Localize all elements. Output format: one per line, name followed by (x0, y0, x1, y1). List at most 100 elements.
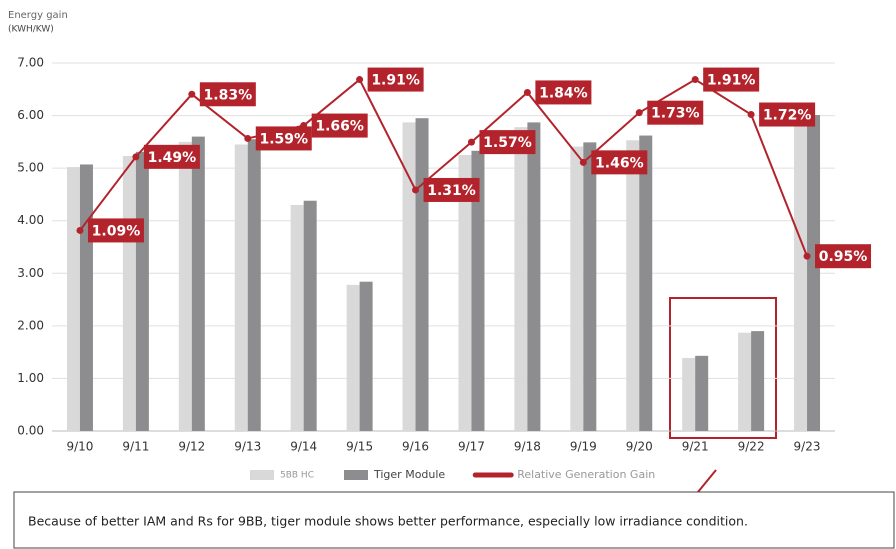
point (635, 109, 643, 117)
data-label: 1.83% (204, 87, 253, 103)
bar (639, 135, 653, 431)
data-label-box (423, 177, 480, 202)
data-label: 1.84% (539, 85, 588, 101)
point (691, 76, 699, 84)
x-tick-label: 9/23 (794, 440, 821, 454)
bar (122, 156, 136, 431)
x-tick-label: 9/11 (122, 440, 149, 454)
x-tick-label: 9/18 (514, 440, 541, 454)
x-tick-label: 9/17 (458, 440, 485, 454)
data-label-box (759, 102, 816, 127)
data-label-box (255, 126, 312, 151)
x-tick-label: 9/20 (626, 440, 653, 454)
x-tick-label: 9/19 (570, 440, 597, 454)
data-label: 0.95% (819, 249, 868, 265)
legend-swatch (344, 470, 368, 480)
data-label-box (647, 100, 704, 125)
data-label: 1.31% (427, 183, 476, 199)
point (244, 134, 252, 142)
bar (738, 332, 752, 431)
point (188, 90, 196, 98)
y-tick-label: 6.00 (17, 108, 44, 122)
bar (570, 146, 584, 432)
bar (682, 357, 696, 431)
data-label: 1.91% (707, 73, 756, 89)
bar (66, 167, 80, 431)
x-tick-label: 9/16 (402, 440, 429, 454)
bar (79, 164, 93, 431)
bar (583, 142, 597, 431)
bar (402, 122, 416, 432)
x-tick-label: 9/22 (738, 440, 765, 454)
bar (135, 151, 149, 432)
y-tick-label: 1.00 (17, 371, 44, 385)
bar (290, 204, 304, 431)
annotation: Because of better IAM and Rs for 9BB, ti… (28, 514, 748, 529)
x-tick-label: 9/14 (290, 440, 317, 454)
bar (359, 281, 373, 431)
point (747, 111, 755, 119)
data-label: 1.49% (148, 150, 197, 166)
data-label-box (87, 218, 144, 243)
point (523, 88, 531, 96)
point (76, 226, 84, 234)
legend-label: Tiger Module (373, 468, 445, 481)
data-label: 1.59% (259, 131, 308, 147)
highlight-box (669, 297, 777, 439)
legend-label: 5BB HC (280, 471, 314, 481)
point (467, 138, 475, 146)
data-label-box (535, 80, 592, 105)
legend-swatch (250, 470, 274, 480)
y-axis-label: Energy gain (8, 10, 68, 21)
bar (471, 150, 485, 431)
y-tick-label: 0.00 (17, 424, 44, 438)
bar (178, 141, 192, 431)
data-label: 1.73% (651, 106, 700, 122)
data-label: 1.57% (483, 135, 532, 151)
data-label-box (815, 244, 872, 269)
y-tick-label: 4.00 (17, 213, 44, 227)
bar (514, 127, 528, 431)
bar (807, 115, 821, 431)
data-label: 1.91% (371, 73, 420, 89)
data-label-box (311, 113, 368, 138)
data-label-box (199, 82, 256, 107)
data-label: 1.09% (92, 223, 141, 239)
x-tick-label: 9/13 (234, 440, 261, 454)
bar (626, 140, 640, 431)
y-tick-label: 2.00 (17, 318, 44, 332)
bar (303, 200, 317, 431)
data-label: 1.66% (315, 119, 364, 135)
bar (247, 139, 261, 431)
x-tick-label: 9/10 (66, 440, 93, 454)
bar (794, 118, 808, 431)
data-label-box (143, 144, 200, 169)
y-axis-label: (KWH/KW) (8, 25, 54, 35)
data-label: 1.46% (595, 155, 644, 171)
bar (415, 118, 429, 431)
x-tick-label: 9/21 (682, 440, 709, 454)
y-tick-label: 3.00 (17, 266, 44, 280)
x-tick-label: 9/15 (346, 440, 373, 454)
bar (234, 144, 248, 431)
data-label-box (367, 67, 424, 92)
data-label-box (591, 150, 648, 175)
bar (695, 355, 709, 431)
data-label-box (479, 130, 536, 155)
point (412, 186, 420, 194)
bar (458, 155, 472, 431)
data-label: 1.72% (763, 108, 812, 124)
point (803, 252, 811, 260)
bar (751, 331, 765, 431)
data-label-box (703, 67, 760, 92)
bar (191, 136, 205, 431)
bar (527, 122, 541, 432)
point (579, 158, 587, 166)
y-tick-label: 5.00 (17, 161, 44, 175)
y-tick-label: 7.00 (17, 56, 44, 70)
point (356, 76, 364, 84)
connector (697, 469, 717, 493)
point (132, 153, 140, 161)
x-tick-label: 9/12 (178, 440, 205, 454)
